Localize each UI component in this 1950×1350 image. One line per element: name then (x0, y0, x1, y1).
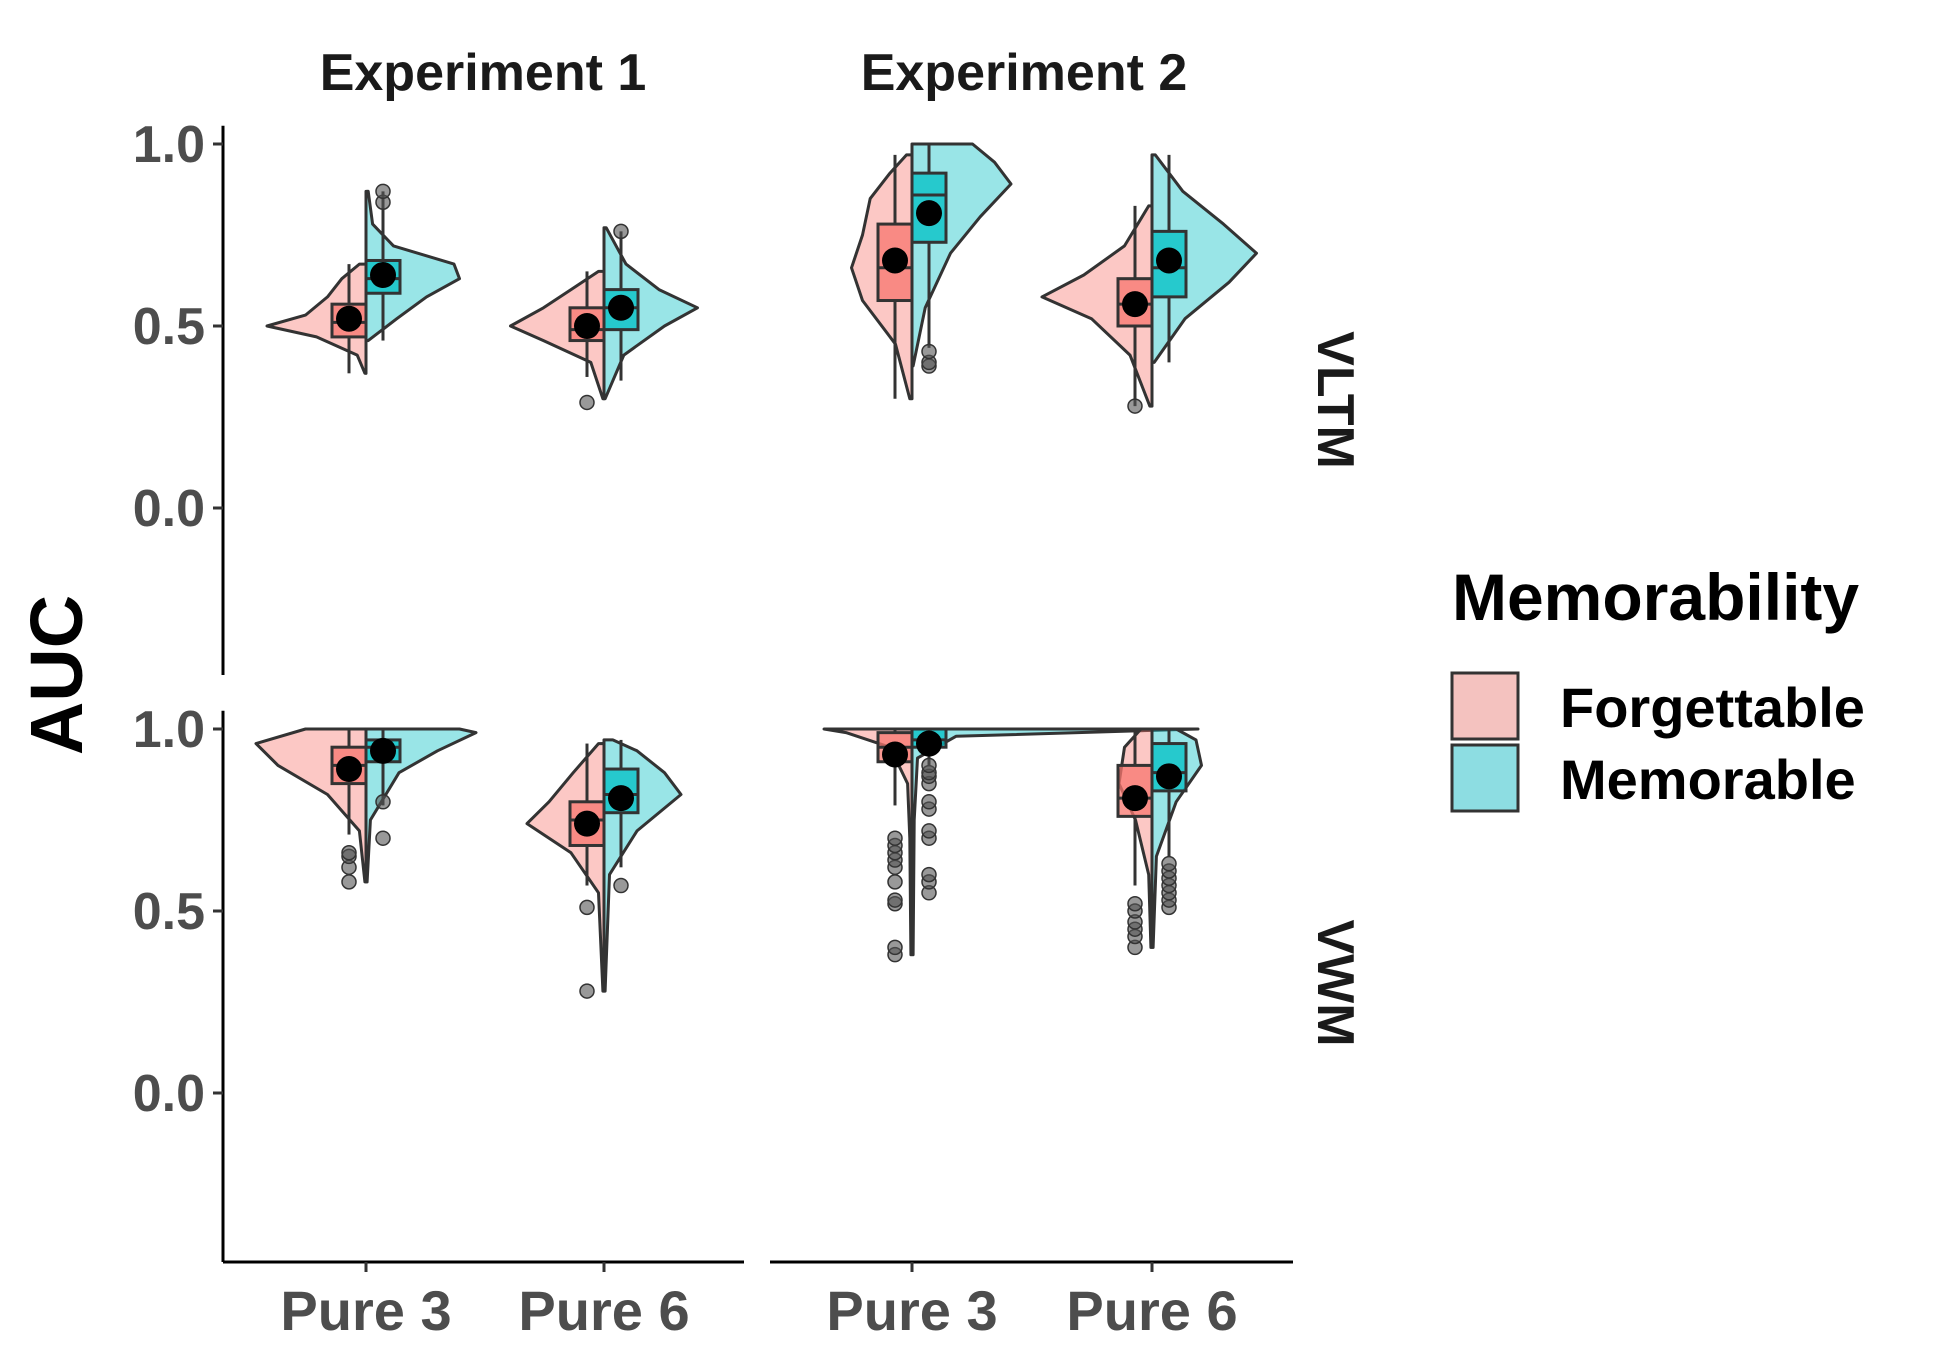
experiment-1-vltm-pure-6-forgettable-violin (509, 269, 606, 401)
y-tick-label: 1.0 (133, 116, 205, 174)
legend-title: Memorability (1452, 560, 1859, 634)
experiment-1-vltm-pure-3-memorable-violin (364, 189, 461, 343)
experiment-1-vwm-pure-6-forgettable-mean-point (574, 810, 600, 837)
experiment-1-vwm-pure-3-forgettable-outlier (341, 845, 357, 861)
experiment-1-vwm-pure-3-memorable-violin (364, 727, 478, 884)
experiment-1-vltm-pure-6-forgettable-outlier (579, 394, 595, 411)
experiment-1-vltm-pure-6-memorable-violin (602, 226, 699, 401)
experiment-2-vwm-pure-3-forgettable-outlier (887, 874, 903, 890)
experiment-1-vwm-pure-3-memorable-outlier (375, 830, 391, 846)
row-strip-vwm: VWM (1306, 919, 1364, 1046)
experiment-2-vwm-pure-3-forgettable-mean-point (882, 741, 908, 768)
experiment-1-vwm-pure-3-memorable-mean-point (370, 737, 396, 764)
experiment-2-vltm-pure-6-forgettable-outlier (1127, 398, 1143, 414)
y-axis-title: AUC (15, 595, 98, 755)
experiment-1-vltm-pure-3-forgettable-violin (265, 262, 368, 375)
experiment-1-vltm-pure-3-memorable-outlier (375, 183, 391, 200)
x-tick-label: Pure 6 (1066, 1279, 1237, 1342)
experiment-2-vwm-pure-6-forgettable-outlier (1127, 895, 1143, 912)
experiment-2-vltm-pure-3-memorable-outlier (921, 343, 937, 360)
legend-key-forgettable (1450, 671, 1520, 741)
experiment-1-vltm-pure-3-memorable-mean-point (370, 262, 396, 289)
experiment-1-vwm-pure-6-memorable-outlier (613, 877, 629, 894)
experiment-2-vltm-pure-6-forgettable-violin (1040, 204, 1154, 408)
y-tick-label: 0.0 (133, 480, 205, 538)
legend-label-forgettable: Forgettable (1560, 676, 1865, 739)
legend-label-memorable: Memorable (1560, 748, 1856, 811)
experiment-2-vwm-pure-3-forgettable-outlier (887, 939, 903, 956)
row-strip-vltm: VLTM (1306, 331, 1364, 469)
experiment-2-vwm-pure-6-forgettable-mean-point (1122, 785, 1148, 812)
experiment-2-vwm-pure-3-forgettable-outlier (887, 830, 903, 846)
x-tick-label: Pure 3 (826, 1279, 997, 1342)
experiment-1-vwm-pure-3-memorable-outlier (375, 794, 391, 810)
legend-key-memorable (1450, 743, 1520, 813)
experiment-2-vwm-pure-3-memorable-outlier (921, 757, 937, 774)
axes: 0.0 0.5 1.0 0.0 0.5 1.0 Pure 3 Pure 6 Pure 3 Pure… (133, 116, 1293, 1342)
experiment-2-vltm-pure-3-memorable-mean-point (916, 200, 942, 227)
y-tick-label: 0.0 (133, 1065, 205, 1123)
x-tick-label: Pure 6 (518, 1279, 689, 1342)
experiment-2-vwm-pure-3-memorable-mean-point (916, 730, 942, 757)
experiment-1-vltm-pure-6-memorable-mean-point (608, 294, 634, 321)
experiment-2-vwm-pure-3-forgettable-outlier (887, 892, 903, 908)
experiment-2-vwm-pure-3-memorable-outlier (921, 866, 937, 883)
experiment-1-vwm-pure-6-memorable-mean-point (608, 785, 634, 812)
experiment-2-vwm-pure-6-memorable-outlier (1161, 855, 1177, 872)
experiment-1-vwm-pure-3-forgettable-mean-point (336, 756, 362, 783)
y-tick-label: 1.0 (133, 701, 205, 759)
legend: Memorability Forgettable Memorable (1450, 560, 1865, 813)
experiment-1-vltm-pure-3-forgettable-mean-point (336, 305, 362, 332)
experiment-1-vwm-pure-6-forgettable-outlier (579, 983, 595, 999)
experiment-2-vltm-pure-6-forgettable-mean-point (1122, 291, 1148, 318)
experiment-1-vwm-pure-3-forgettable-outlier (341, 874, 357, 890)
experiment-1-vwm-pure-6-forgettable-violin (525, 742, 606, 993)
experiment-1-vltm-pure-6-memorable-outlier (613, 223, 629, 240)
experiment-2-vwm-pure-6-memorable-mean-point (1156, 763, 1182, 790)
experiment-2-vwm-pure-3-memorable-outlier (921, 823, 937, 839)
experiment-2-vltm-pure-6-memorable-mean-point (1156, 247, 1182, 274)
chart-marks (254, 142, 1258, 999)
x-tick-label: Pure 3 (280, 1279, 451, 1342)
experiment-1-vwm-pure-6-forgettable-outlier (579, 899, 595, 916)
column-strip-experiment-2: Experiment 2 (861, 44, 1188, 102)
column-strip-experiment-1: Experiment 1 (320, 44, 647, 102)
experiment-2-vltm-pure-3-forgettable-mean-point (882, 247, 908, 274)
experiment-1-vltm-pure-6-forgettable-mean-point (574, 313, 600, 339)
y-tick-label: 0.5 (133, 298, 205, 356)
experiment-2-vwm-pure-3-memorable-outlier (921, 794, 937, 810)
facet-strips: Experiment 1 Experiment 2 VLTM VWM (320, 44, 1364, 1047)
y-tick-label: 0.5 (133, 883, 205, 941)
